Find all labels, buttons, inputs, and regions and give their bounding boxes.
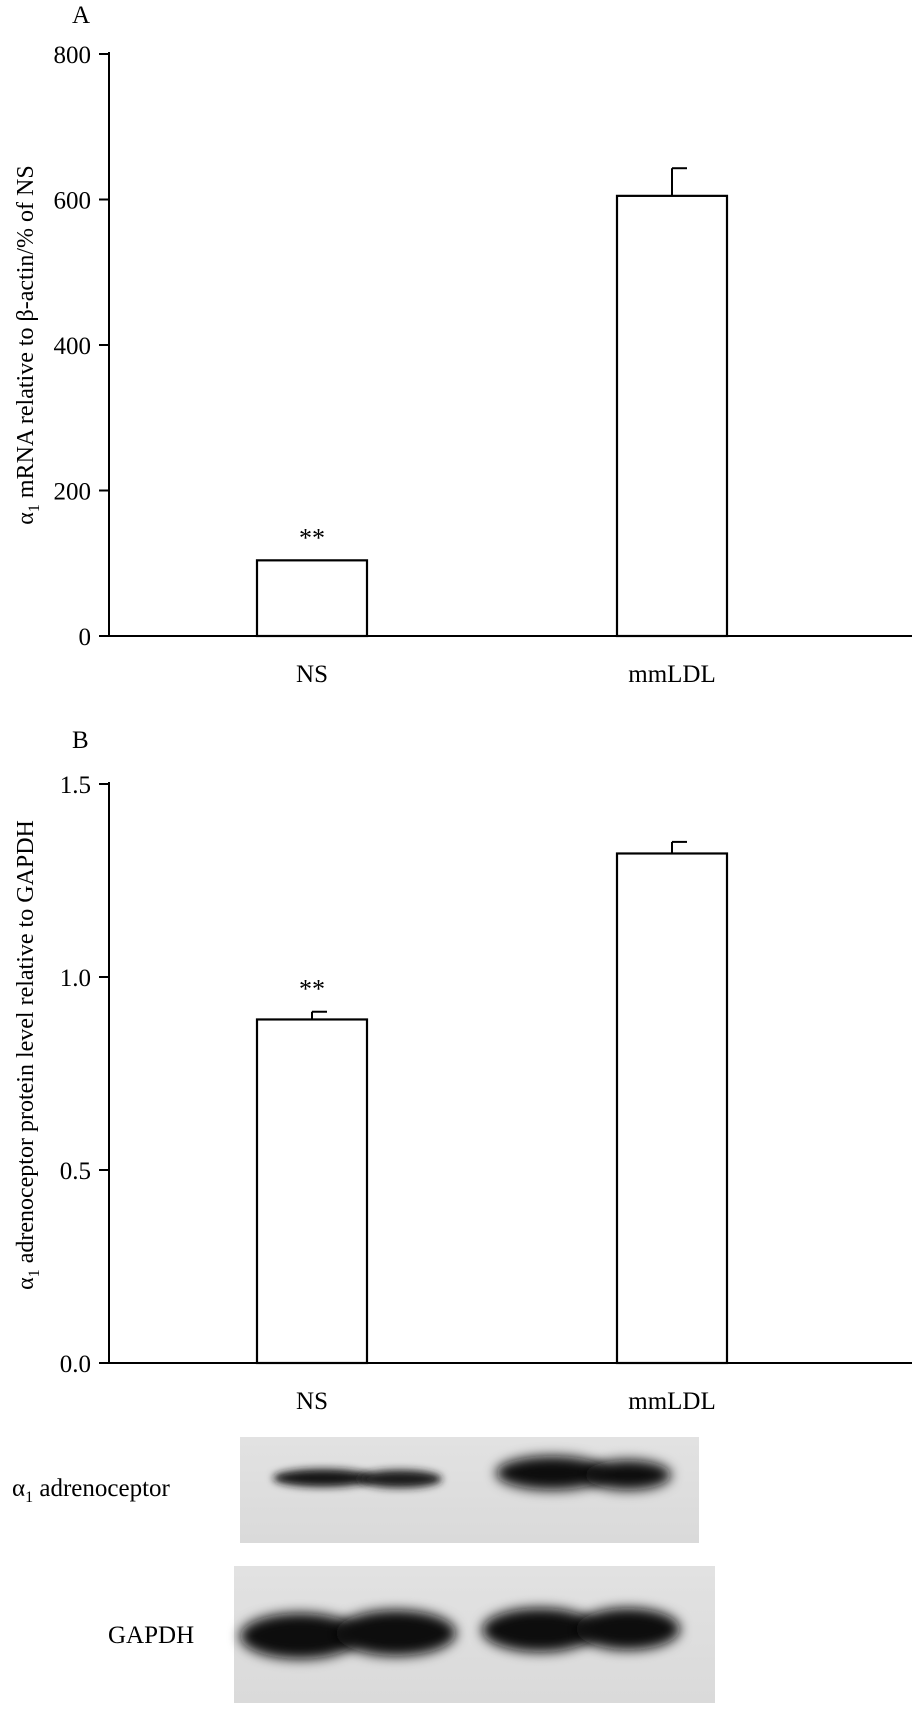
panel-a-y-axis-title: α1 mRNA relative to β-actin/% of NS (13, 165, 43, 524)
western-blot: α1 adrenoceptor GAPDH (12, 1437, 715, 1703)
panel-b-y-tick-label: 0.0 (60, 1351, 91, 1378)
panel-a-y-tick-label: 0 (79, 624, 92, 651)
panel-a-chart: A α1 mRNA relative to β-actin/% of NS 0 2… (13, 2, 912, 688)
panel-b-y-tick-label: 1.0 (60, 965, 91, 992)
panel-a-x-label-mmldl: mmLDL (628, 661, 716, 688)
panel-b-y-tick-label: 0.5 (60, 1158, 91, 1185)
panel-a-x-label-ns: NS (296, 661, 328, 688)
panel-a-y-tick-label: 800 (54, 42, 92, 69)
panel-a-y-tick-label: 600 (54, 188, 92, 215)
panel-a-y-tick-label: 200 (54, 479, 92, 506)
blot-row1-image (240, 1437, 699, 1543)
panel-b-bar-mmldl (615, 852, 729, 1365)
panel-b-bar-ns (255, 1018, 369, 1365)
blot-row2-image (234, 1566, 715, 1703)
panel-b-chart: B α1 adrenoceptor protein level relative… (13, 727, 912, 1415)
panel-a-letter: A (72, 2, 90, 29)
panel-b-significance-ns: ** (299, 975, 325, 1004)
panel-b-x-label-ns: NS (296, 1388, 328, 1415)
panel-a-significance-ns: ** (299, 523, 325, 552)
panel-a-bar-mmldl (615, 194, 729, 638)
panel-b-y-axis-title: α1 adrenoceptor protein level relative t… (13, 820, 43, 1290)
panel-a-y-tick-label: 400 (54, 333, 92, 360)
blot-row1-label: α1 adrenoceptor (12, 1475, 171, 1506)
panel-a-bar-ns (255, 559, 369, 638)
panel-b-letter: B (72, 727, 89, 754)
panel-b-x-label-mmldl: mmLDL (628, 1388, 716, 1415)
panel-b-y-tick-label: 1.5 (60, 772, 91, 799)
blot-row2-label: GAPDH (108, 1622, 194, 1649)
